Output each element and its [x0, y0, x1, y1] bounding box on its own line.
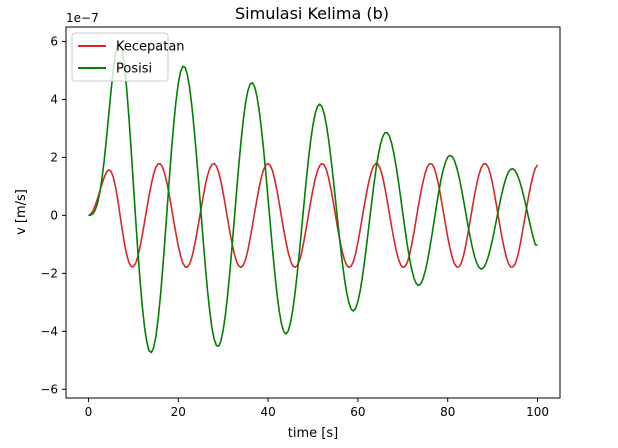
y-tick-label: 2 — [50, 150, 58, 164]
plot-background — [66, 27, 560, 398]
x-tick-label: 20 — [171, 405, 186, 419]
y-tick-label: 0 — [50, 208, 58, 222]
y-axis: −6 −4 −2 0 2 4 6 — [40, 34, 66, 396]
x-tick-label: 100 — [526, 405, 549, 419]
series-layer — [88, 42, 539, 354]
y-axis-label: v [m/s] — [14, 189, 29, 235]
x-tick-label: 80 — [440, 405, 455, 419]
x-axis: 0 20 40 60 80 100 — [85, 398, 549, 419]
y-offset-label: 1e−7 — [66, 11, 99, 25]
y-tick-label: −6 — [40, 382, 58, 396]
series-line-posisi — [88, 42, 538, 354]
y-tick-label: 6 — [50, 34, 58, 48]
y-tick-label: −4 — [40, 324, 58, 338]
series-line-kecepatan — [88, 162, 539, 269]
y-tick-label: −2 — [40, 266, 58, 280]
x-axis-label: time [s] — [288, 426, 338, 441]
chart-title: Simulasi Kelima (b) — [235, 4, 389, 23]
plot-frame — [65, 26, 561, 399]
plot-area — [65, 26, 561, 399]
y-tick-label: 4 — [50, 92, 58, 106]
legend: Kecepatan Posisi — [71, 32, 185, 82]
x-tick-label: 40 — [260, 405, 275, 419]
x-tick-label: 60 — [350, 405, 365, 419]
legend-label-posisi: Posisi — [116, 62, 152, 77]
x-tick-label: 0 — [85, 405, 93, 419]
legend-label-kecepatan: Kecepatan — [116, 40, 185, 55]
